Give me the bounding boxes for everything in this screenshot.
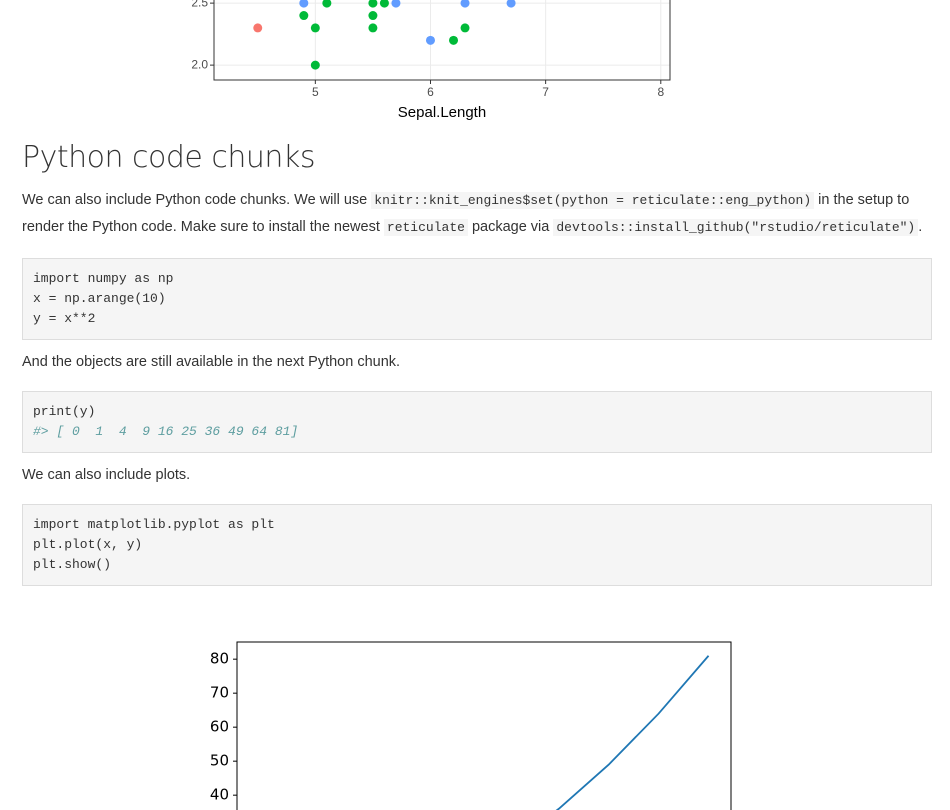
point (310, 23, 320, 33)
paragraph: We can also include plots. (22, 467, 191, 483)
point (253, 23, 263, 33)
x-axis-label: Sepal.Length (398, 104, 486, 121)
inline-code: devtools::install_github("rstudio/reticu… (553, 219, 919, 236)
panel-border (213, 0, 671, 81)
code-block: print(y) #> [ 0 1 4 9 16 25 36 49 64 81] (22, 391, 932, 453)
x-tick-label: 7 (542, 85, 549, 99)
point (425, 35, 435, 45)
code-block: import matplotlib.pyplot as plt plt.plot(… (22, 504, 932, 586)
y-tick-label: 50 (210, 752, 229, 770)
code-line: plt.show() (33, 557, 112, 572)
y-tick-label: 60 (210, 718, 229, 736)
x-tick-label: 6 (427, 85, 434, 99)
code-line: print(y) (33, 404, 96, 419)
point (379, 0, 389, 8)
text: . (918, 219, 923, 235)
x-tick-label: 5 (312, 85, 319, 99)
point (368, 11, 378, 21)
code-line: plt.plot(x, y) (33, 537, 143, 552)
code-output: #> [ 0 1 4 9 16 25 36 49 64 81] (33, 424, 299, 439)
scatter-chart: 5 6 7 8 2.0 2.5 Sepal.Length (191, 0, 671, 121)
point (310, 60, 320, 70)
paragraph: And the objects are still available in t… (22, 354, 401, 370)
paragraph: We can also include Python code chunks. … (22, 187, 927, 241)
point (299, 0, 309, 8)
point (299, 11, 309, 21)
text: package via (467, 219, 554, 235)
y-tick-label: 70 (210, 684, 229, 702)
inline-code: knitr::knit_engines$set(python = reticul… (371, 192, 815, 209)
point (322, 0, 332, 8)
axes-frame (236, 641, 732, 810)
point (449, 35, 459, 45)
code-line: y = x**2 (33, 311, 96, 326)
y-tick-label: 40 (210, 786, 229, 804)
line-chart: 40 50 60 70 80 (210, 641, 732, 810)
text: We can also include Python code chunks. … (22, 192, 372, 208)
y-tick-label: 2.5 (191, 0, 208, 9)
code-line: import matplotlib.pyplot as plt (33, 517, 275, 532)
y-tick-label: 80 (210, 650, 229, 668)
point (368, 23, 378, 33)
point (506, 0, 516, 8)
text: in the setup to render the Python code. … (22, 192, 910, 235)
point (368, 0, 378, 8)
y-tick-label: 2.0 (191, 57, 208, 71)
point (460, 0, 470, 8)
heading: Python code chunks (22, 140, 315, 175)
code-block: import numpy as np x = np.arange(10) y = x… (22, 258, 932, 340)
x-tick-label: 8 (657, 85, 664, 99)
code-line: import numpy as np (33, 271, 174, 286)
point (391, 0, 401, 8)
line (555, 655, 710, 810)
inline-code: reticulate (383, 219, 468, 236)
panel (214, 0, 670, 80)
point (460, 23, 470, 33)
code-line: x = np.arange(10) (33, 291, 166, 306)
